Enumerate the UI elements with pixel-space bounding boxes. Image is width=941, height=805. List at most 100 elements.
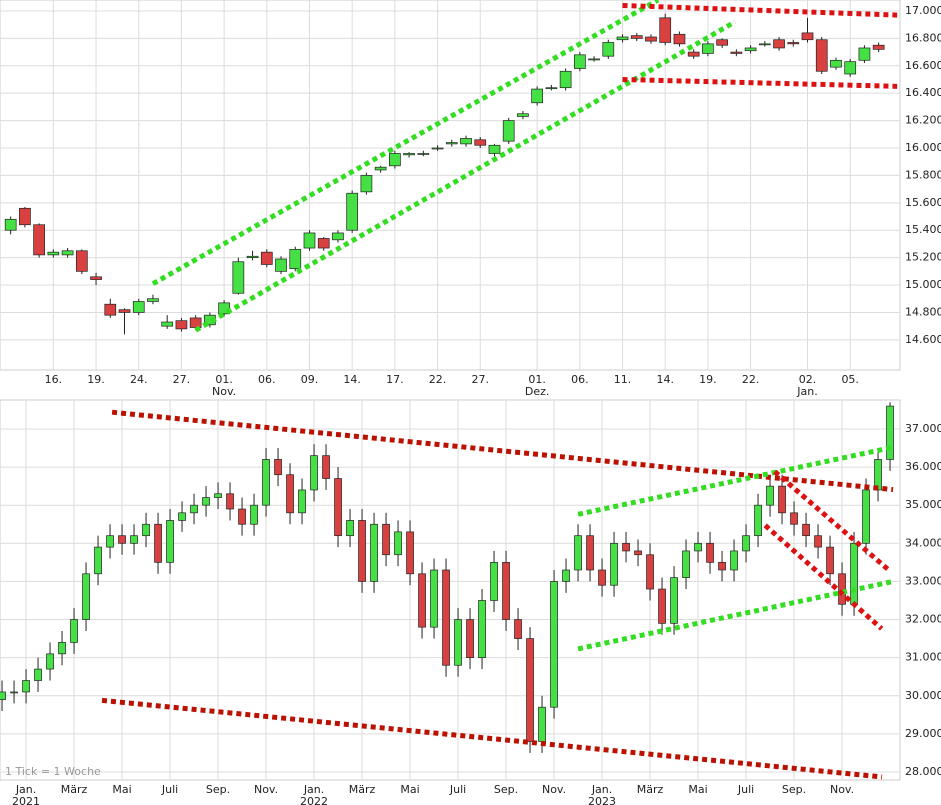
y-tick-label: 16.800 (905, 31, 941, 44)
candle-body (610, 542, 618, 586)
y-tick-label: 30.000 (905, 689, 941, 702)
y-tick-label: 17.000 (905, 4, 941, 17)
y-tick-label: 16.400 (905, 86, 941, 99)
x-tick-label: 19. (699, 373, 717, 386)
x-sublabel: 2021 (12, 795, 40, 805)
candle-body (490, 562, 498, 601)
x-tick-label: 27. (173, 373, 191, 386)
candle-body (370, 523, 378, 582)
x-tick-label: 14. (343, 373, 361, 386)
candle-body (550, 581, 558, 708)
y-tick-label: 32.000 (905, 613, 941, 626)
x-tick-label: Sep. (206, 783, 230, 796)
candle-body (142, 523, 150, 537)
candle-body (360, 175, 373, 193)
candle-body (742, 535, 750, 552)
candle-body (844, 61, 857, 75)
candle-body (238, 508, 246, 525)
x-tick-label: 17. (386, 373, 404, 386)
candle-body (303, 232, 316, 249)
y-tick-label: 15.600 (905, 196, 941, 209)
candle-body (858, 47, 871, 61)
candle-body (19, 207, 31, 226)
candle-body (106, 535, 114, 548)
y-tick-label: 35.000 (905, 498, 941, 511)
candle-body (694, 542, 702, 552)
x-tick-label: 02. (799, 373, 817, 386)
candle-body (275, 258, 287, 272)
candle-body (514, 619, 522, 639)
x-tick-label: Nov. (542, 783, 566, 796)
candle-body (502, 120, 515, 142)
candle-body (559, 70, 572, 89)
candle-body (588, 58, 600, 61)
candle-body (862, 489, 870, 544)
candle-body (418, 573, 426, 628)
candle-body (730, 51, 743, 54)
x-tick-label: 05. (841, 373, 859, 386)
candle-body (417, 153, 430, 155)
candle-body (502, 562, 510, 620)
x-tick-label: 06. (258, 373, 276, 386)
x-tick-label: März (61, 783, 88, 796)
candle-body (75, 250, 88, 272)
candle-body (178, 512, 186, 521)
candle-body (82, 573, 90, 620)
candle-body (406, 531, 414, 575)
candle-body (214, 493, 222, 498)
candle-body (430, 569, 438, 628)
x-tick-label: Mai (688, 783, 707, 796)
candle-body (34, 668, 42, 681)
candle-body (815, 39, 828, 72)
y-tick-label: 15.800 (905, 168, 941, 181)
x-tick-label: März (637, 783, 664, 796)
y-tick-label: 37.000 (905, 422, 941, 435)
y-tick-label: 14.800 (905, 305, 941, 318)
candle-body (814, 535, 822, 548)
candle-body (250, 504, 258, 525)
x-tick-label: Jan. (591, 783, 612, 796)
candle-body (4, 218, 17, 231)
x-tick-label: Jan. (303, 783, 324, 796)
candle-body (773, 39, 785, 49)
y-tick-label: 31.000 (905, 651, 941, 664)
candle-body (431, 147, 444, 150)
candle-body (289, 249, 302, 269)
candle-body (670, 577, 678, 624)
candle-body (58, 642, 66, 655)
candle-body (718, 562, 726, 571)
candle-body (886, 405, 894, 460)
candle-body (47, 251, 60, 256)
x-tick-label: 22. (429, 373, 447, 386)
candle-body (538, 706, 546, 742)
candle-body (830, 59, 842, 68)
candle-body (702, 43, 714, 54)
candle-body (460, 138, 472, 145)
candle-body (389, 153, 401, 167)
candle-body (70, 619, 78, 643)
candle-body (598, 569, 606, 586)
candle-body (787, 42, 800, 45)
x-sublabel: Dez. (525, 385, 550, 398)
x-tick-label: 09. (301, 373, 319, 386)
candle-body (645, 36, 657, 42)
candle-body (872, 44, 885, 50)
candle-body (744, 47, 757, 52)
candle-body (766, 485, 774, 506)
candle-body (630, 35, 643, 39)
x-tick-label: Mai (112, 783, 131, 796)
candle-body (374, 166, 387, 171)
candle-body (33, 224, 45, 256)
x-tick-label: 11. (614, 373, 632, 386)
candle-body (802, 523, 810, 537)
y-tick-label: 36.000 (905, 460, 941, 473)
candle-body (454, 619, 462, 666)
candle-body (94, 546, 102, 575)
x-tick-label: Sep. (494, 783, 518, 796)
candle-body (562, 569, 570, 582)
x-tick-label: 01. (528, 373, 546, 386)
candle-body (790, 512, 798, 525)
trend-line (101, 697, 883, 780)
y-tick-label: 15.200 (905, 251, 941, 264)
trend-line (151, 0, 660, 286)
